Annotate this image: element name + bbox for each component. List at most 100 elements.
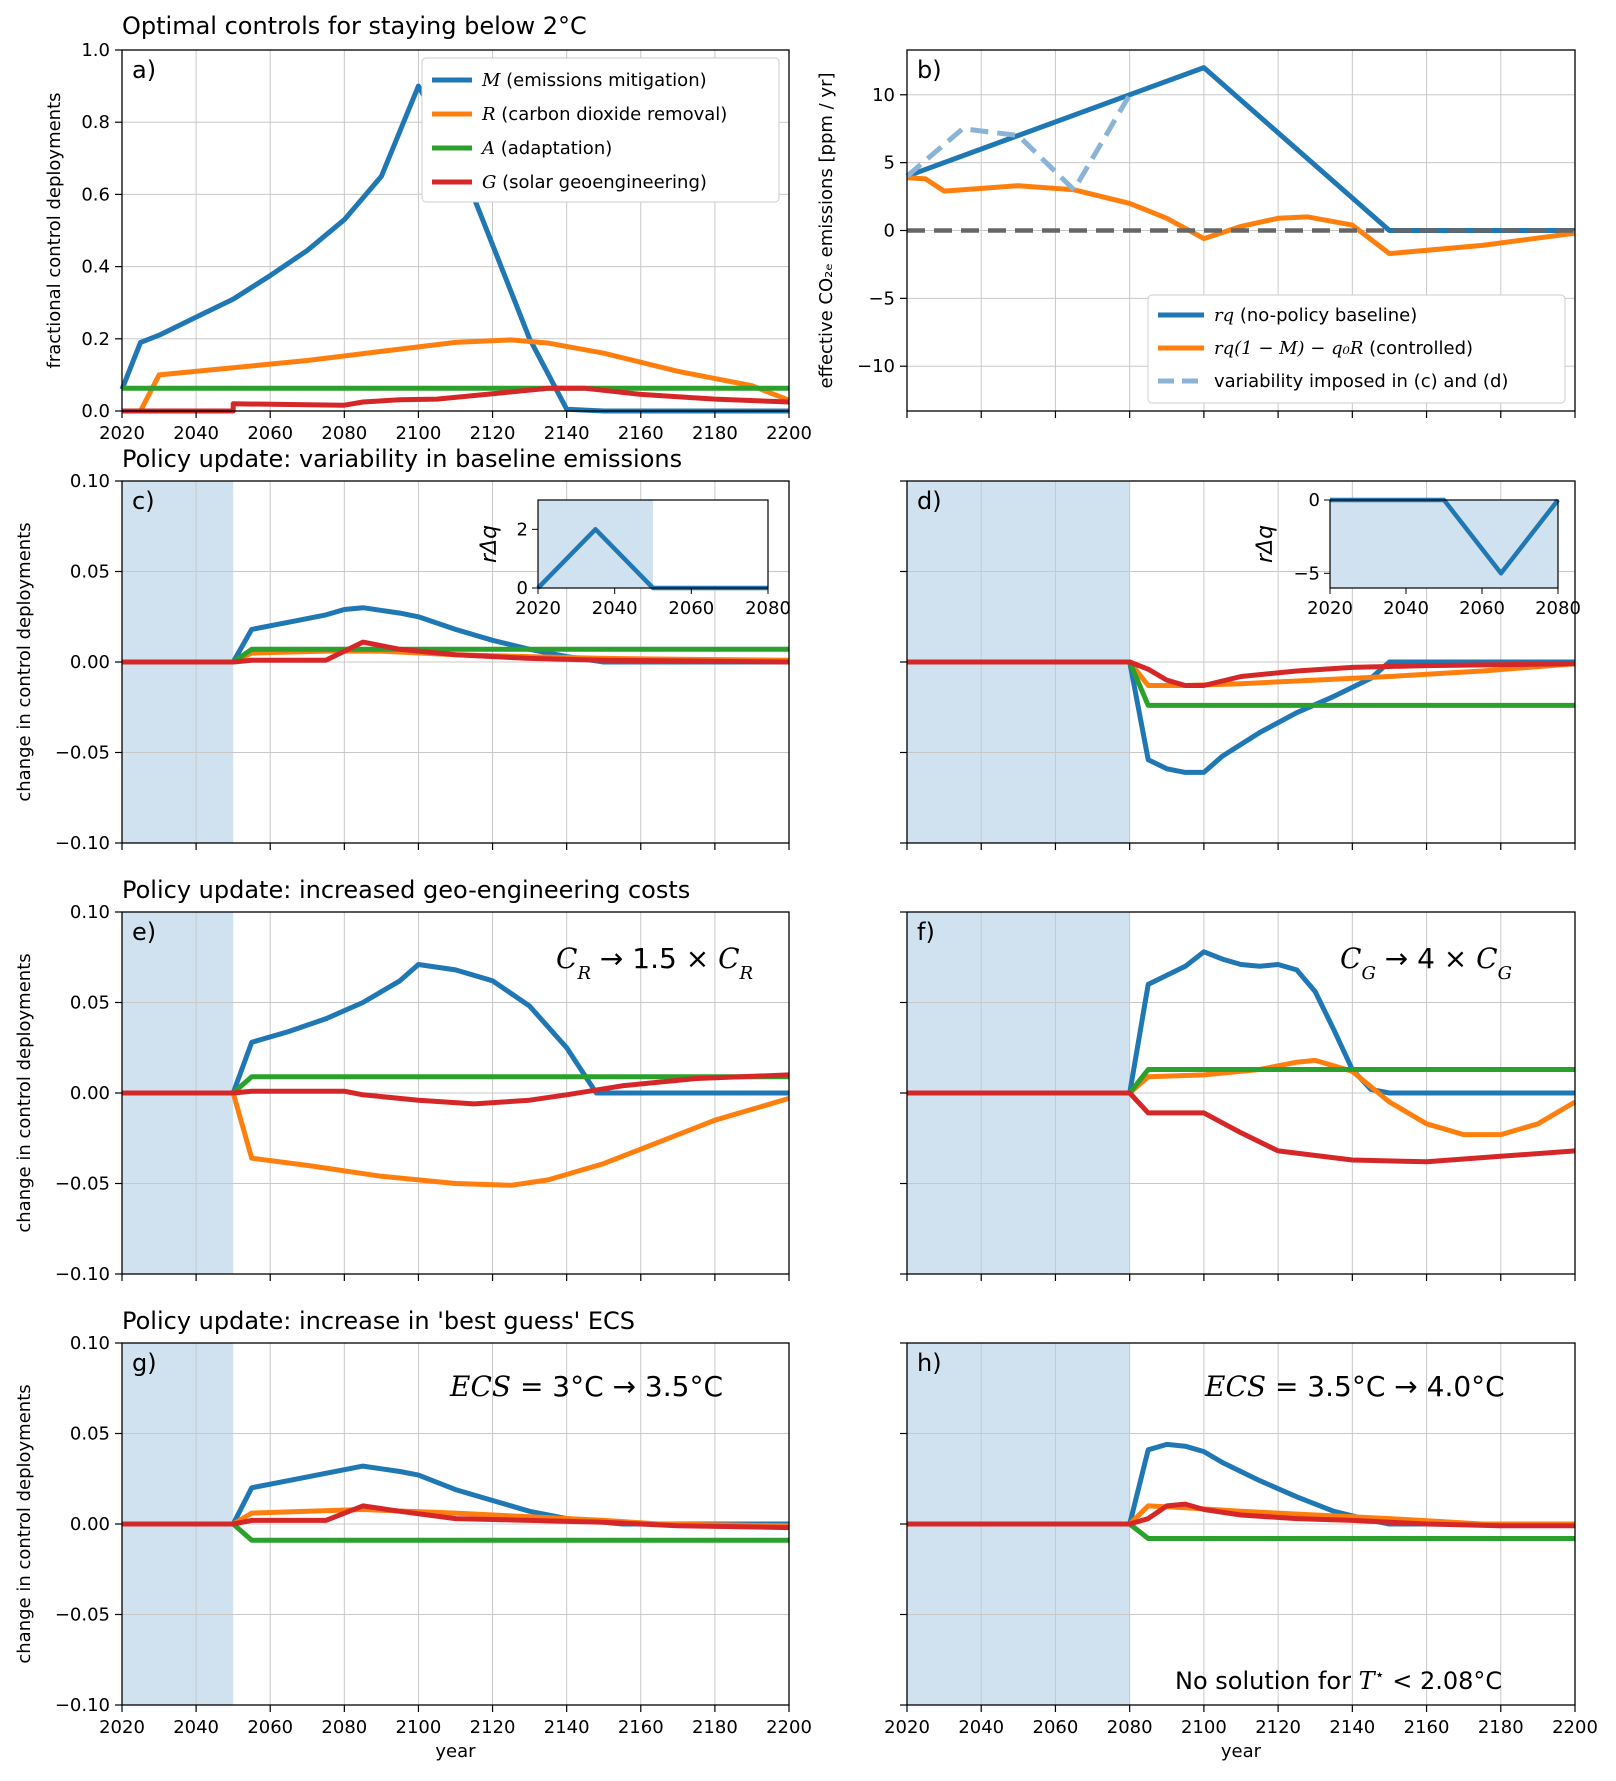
legend-entry: G (solar geoengineering)	[482, 172, 707, 193]
series-line-G	[122, 1072, 790, 1107]
x-tick-label: 2140	[544, 1717, 590, 1738]
y-tick-label: −0.05	[55, 1605, 110, 1626]
x-tick-label: 2040	[173, 1717, 219, 1738]
y-tick-label: −10	[857, 356, 895, 377]
inset-x-tick-label: 2080	[745, 598, 791, 619]
inset-shaded-region	[1330, 500, 1558, 588]
inset-x-tick-label: 2040	[592, 598, 638, 619]
legend-entry: R (carbon dioxide removal)	[481, 104, 727, 125]
x-tick-label: 2180	[692, 423, 738, 444]
y-tick-label: −0.05	[55, 1174, 110, 1195]
y-axis-label: change in control deployments	[14, 1384, 35, 1663]
legend-entry: M (emissions mitigation)	[481, 70, 707, 91]
panel-label: a)	[132, 56, 156, 84]
legend-entry: rq(1 − M) − q₀R (controlled)	[1214, 338, 1473, 359]
inset-x-tick-label: 2040	[1383, 598, 1429, 619]
y-tick-label: 0.10	[70, 471, 110, 492]
series-line-R	[122, 337, 790, 414]
y-tick-label: −0.10	[55, 1695, 110, 1716]
x-tick-label: 2080	[321, 1717, 367, 1738]
y-tick-label: 0.8	[81, 112, 110, 133]
ecs-annotation: ECS = 3.5°C → 4.0°C	[1204, 1370, 1505, 1403]
y-axis-label: fractional control deployments	[44, 92, 65, 368]
x-tick-label: 2120	[470, 1717, 516, 1738]
inset-x-tick-label: 2060	[1459, 598, 1505, 619]
inset-x-tick-label: 2060	[668, 598, 714, 619]
y-axis-label: effective CO₂ₑ emissions [ppm / yr]	[816, 72, 837, 388]
x-tick-label: 2160	[618, 1717, 664, 1738]
series-line-M	[122, 962, 789, 1096]
cost-annotation: CR → 1.5 × CR	[556, 942, 753, 984]
x-axis-label: year	[1221, 1741, 1262, 1762]
inset-y-axis-label: rΔq	[477, 525, 502, 563]
series-line-R	[907, 1057, 1577, 1138]
row-title-3: Policy update: increased geo-engineering…	[122, 876, 690, 904]
y-tick-label: 0	[884, 221, 895, 242]
ecs-annotation: ECS = 3°C → 3.5°C	[449, 1370, 723, 1403]
y-tick-label: 0.10	[70, 902, 110, 923]
panel-label: b)	[917, 56, 942, 84]
x-tick-label: 2100	[396, 1717, 442, 1738]
inset: 2020 2040 2060 2080 0 2 rΔq	[477, 499, 791, 619]
series-line-G	[122, 639, 790, 665]
series-line-R	[906, 175, 1576, 257]
row-title-4: Policy update: increase in 'best guess' …	[122, 1307, 635, 1335]
panel-label: g)	[132, 1349, 157, 1377]
series-line-variability	[905, 93, 1132, 193]
x-tick-label: 2060	[1033, 1717, 1079, 1738]
x-tick-label: 2080	[321, 423, 367, 444]
x-tick-label: 2080	[1107, 1717, 1153, 1738]
x-tick-label: 2200	[1552, 1717, 1598, 1738]
inset-y-tick-label: 0	[517, 578, 528, 599]
y-tick-label: −0.10	[55, 1264, 110, 1285]
inset-x-tick-label: 2020	[515, 598, 561, 619]
cost-annotation: CG → 4 × CG	[1340, 942, 1512, 984]
series-line-G	[907, 659, 1576, 688]
inset-shaded-region	[538, 500, 653, 588]
row-title-2: Policy update: variability in baseline e…	[122, 445, 682, 473]
series-line-R	[122, 1090, 790, 1188]
series-line-M	[119, 83, 789, 414]
inset-x-tick-label: 2020	[1307, 598, 1353, 619]
inset-y-axis-label: rΔq	[1253, 525, 1278, 563]
y-tick-label: 0.05	[70, 1424, 110, 1445]
x-tick-label: 2100	[396, 423, 442, 444]
series-line-M	[122, 605, 789, 665]
panel-label: e)	[132, 918, 156, 946]
inset-frame	[1329, 499, 1559, 589]
x-tick-label: 2120	[470, 423, 516, 444]
inset-y-tick-label: 2	[517, 519, 528, 540]
series-line-G	[122, 385, 790, 414]
series-line-G	[907, 1501, 1575, 1529]
panel-label: d)	[917, 487, 942, 515]
panel-f: f) CG → 4 × CG	[900, 911, 1577, 1281]
x-tick-label: 2020	[99, 1717, 145, 1738]
x-tick-label: 2140	[544, 423, 590, 444]
x-tick-label: 2200	[766, 1717, 812, 1738]
no-solution-note: No solution for T⋆ < 2.08°C	[1175, 1665, 1502, 1696]
inset-frame	[537, 499, 769, 589]
legend-entry: A (adaptation)	[480, 138, 612, 159]
x-tick-label: 2160	[1404, 1717, 1450, 1738]
panel-a: 0.0 0.2 0.4 0.6 0.8 1.0 2020 2040 2060 2080 2100 21…	[44, 40, 812, 444]
inset: 2020 2040 2060 2080 0 −5 rΔq	[1253, 490, 1581, 619]
y-tick-label: 0.05	[70, 562, 110, 583]
inset-y-tick-label: −5	[1293, 563, 1320, 584]
y-tick-label: 0.10	[70, 1333, 110, 1354]
legend-box	[421, 57, 780, 203]
x-tick-label: 2200	[766, 423, 812, 444]
y-tick-label: 1.0	[81, 40, 110, 61]
y-tick-label: 5	[884, 153, 895, 174]
series-line-baseline	[906, 65, 1575, 233]
x-tick-label: 2020	[99, 423, 145, 444]
y-tick-label: 0.00	[70, 1083, 110, 1104]
y-tick-label: 10	[872, 85, 895, 106]
y-tick-label: 0.4	[81, 257, 110, 278]
y-tick-label: −0.10	[55, 833, 110, 854]
legend-entry: variability imposed in (c) and (d)	[1214, 371, 1508, 392]
y-tick-label: 0.2	[81, 329, 110, 350]
inset-x-tick-label: 2080	[1535, 598, 1581, 619]
panel-label: c)	[132, 487, 155, 515]
